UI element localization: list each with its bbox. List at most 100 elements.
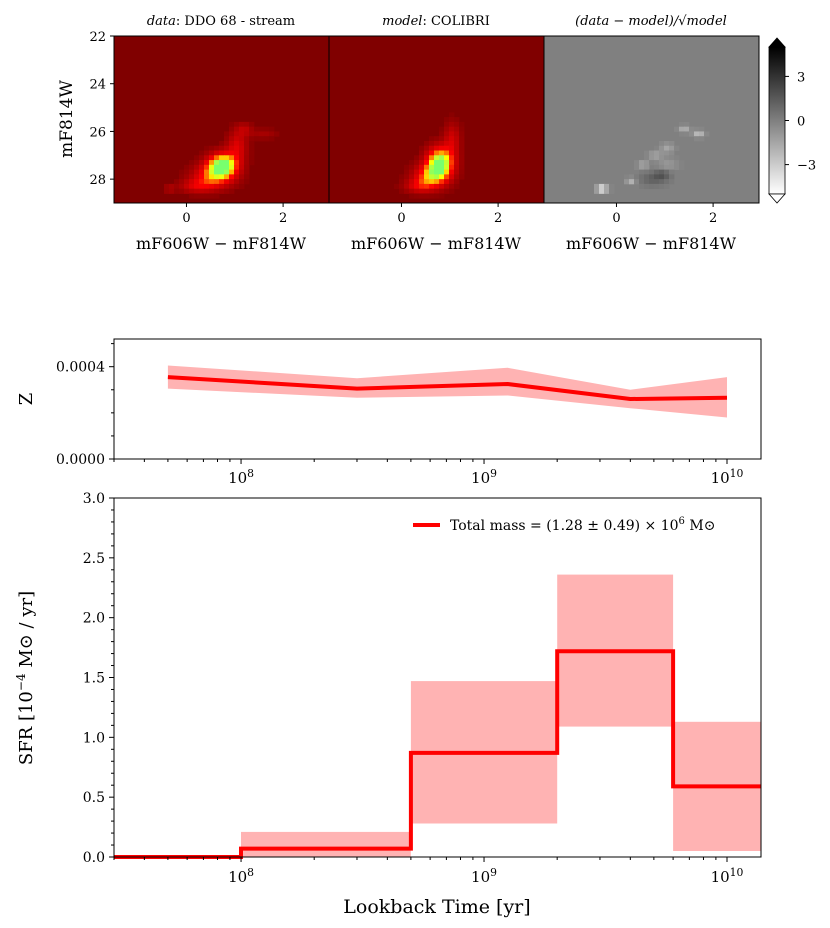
hess-pixel	[414, 179, 420, 185]
hess-pixel	[244, 140, 250, 147]
hess-pixel	[244, 179, 250, 185]
hess-pixel	[684, 121, 690, 128]
hess-pixel	[459, 174, 465, 180]
hess-pixel	[209, 183, 215, 190]
hess-pixel	[644, 179, 650, 185]
metallicity-axes: 108 109 1010 0.0000 0.0004	[56, 343, 744, 487]
hess-pixel	[439, 160, 445, 166]
hess-pixel	[429, 145, 435, 151]
hess-pixel	[249, 121, 255, 128]
hess-pixel	[244, 145, 250, 151]
hess-pixel	[674, 164, 680, 170]
hess-pixel	[669, 160, 675, 166]
hess-pixel	[209, 145, 215, 151]
hess-pixel	[229, 174, 235, 180]
hess-pixel	[204, 169, 210, 175]
colorbar-min-arrow	[768, 193, 786, 204]
hess-pixel	[654, 183, 660, 190]
metallicity-ylabel: Z	[16, 393, 37, 406]
sfh-plot-area	[114, 574, 761, 859]
hess-pixel	[644, 155, 650, 161]
hess-pixel	[449, 112, 455, 118]
hess-pixel	[184, 174, 190, 180]
hess-pixel	[219, 174, 225, 180]
hess-pixel	[459, 164, 465, 170]
hess-pixel	[434, 145, 440, 151]
sfh-ytick-label: 0.0	[83, 850, 105, 866]
hess-xtick-label: 0	[612, 211, 620, 226]
hess-pixel	[244, 164, 250, 170]
hess-data-ylabel: mF814W	[57, 80, 77, 158]
hess-pixel	[224, 155, 230, 161]
hess-pixel	[429, 150, 435, 156]
hess-pixel	[399, 174, 405, 180]
hess-pixel	[414, 183, 420, 190]
hess-pixel	[219, 188, 225, 194]
sfh-step-line	[114, 649, 761, 859]
hess-pixel	[239, 169, 245, 175]
hess-pixel	[399, 183, 405, 190]
hess-pixel	[424, 179, 430, 185]
hess-pixel	[684, 126, 690, 132]
hess-pixel	[609, 183, 615, 190]
hess-pixel	[199, 160, 205, 166]
hess-pixel	[214, 145, 220, 151]
hess-pixel	[449, 131, 455, 137]
hess-pixel	[594, 183, 600, 190]
hess-pixel	[659, 164, 665, 170]
hess-pixel	[674, 160, 680, 166]
hess-pixel	[439, 188, 445, 194]
hess-pixel	[439, 140, 445, 147]
hess-pixel	[434, 150, 440, 156]
hess-pixel	[664, 174, 670, 180]
hess-pixel	[659, 145, 665, 151]
hess-pixel	[234, 126, 240, 132]
hess-pixel	[624, 174, 630, 180]
hess-pixel	[189, 179, 195, 185]
hess-pixel	[194, 183, 200, 190]
hess-pixel	[674, 145, 680, 151]
hess-pixel	[654, 164, 660, 170]
hess-pixel	[204, 188, 210, 194]
hess-pixel	[249, 145, 255, 151]
hess-pixel	[189, 169, 195, 175]
hess-pixel	[599, 188, 605, 194]
hess-pixel	[434, 188, 440, 194]
hess-pixel	[209, 169, 215, 175]
hess-pixel	[654, 150, 660, 156]
hess-pixel	[254, 136, 260, 142]
hess-pixel	[454, 121, 460, 128]
hess-pixel	[199, 188, 205, 194]
hess-pixel	[634, 179, 640, 185]
hess-pixel	[199, 164, 205, 170]
hess-pixel	[399, 188, 405, 194]
hess-pixel	[224, 179, 230, 185]
hess-pixel	[224, 174, 230, 180]
hess-pixel	[194, 193, 200, 199]
hess-pixel	[189, 193, 195, 199]
hess-pixel	[449, 150, 455, 156]
hess-pixel	[199, 174, 205, 180]
hess-pixel	[439, 126, 445, 132]
hess-residual-xlabel: mF606W − mF814W	[566, 234, 737, 253]
sfh-legend-label: Total mass = (1.28 ± 0.49) × 106 M⊙	[450, 516, 715, 534]
hess-pixel	[244, 155, 250, 161]
hess-pixel	[664, 145, 670, 151]
hess-pixel	[204, 179, 210, 185]
hess-pixel	[659, 155, 665, 161]
hess-pixel	[239, 136, 245, 142]
hess-pixel	[229, 179, 235, 185]
hess-pixel	[454, 136, 460, 142]
hess-pixel	[209, 179, 215, 185]
hess-pixel	[244, 131, 250, 137]
hess-pixel	[609, 188, 615, 194]
hess-pixel	[184, 179, 190, 185]
metallicity-xtick-label: 1010	[711, 467, 744, 487]
sfh-ytick-label: 1.0	[83, 730, 105, 746]
hess-pixel	[644, 169, 650, 175]
hess-pixel	[234, 179, 240, 185]
hess-pixel	[434, 183, 440, 190]
hess-pixel	[459, 160, 465, 166]
hess-pixel	[419, 169, 425, 175]
